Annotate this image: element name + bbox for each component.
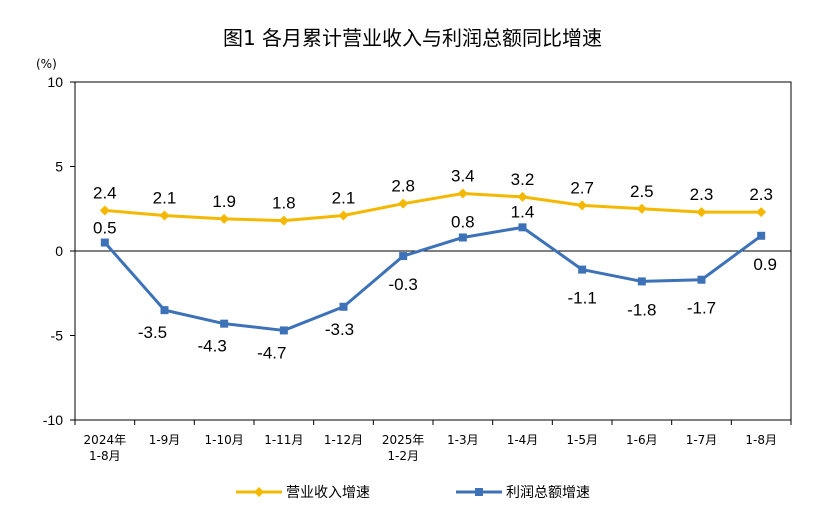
data-point: [697, 275, 706, 284]
data-label: 1.8: [272, 194, 296, 213]
data-label: 0.9: [753, 255, 777, 274]
data-label: 2.1: [153, 189, 177, 208]
data-point: [518, 223, 527, 232]
data-label: -1.1: [568, 289, 597, 308]
data-point: [517, 191, 528, 202]
chart-title: 图1 各月累计营业收入与利润总额同比增速: [222, 26, 603, 50]
x-tick-label: 1-6月: [626, 433, 658, 447]
data-label: 0.8: [451, 212, 475, 231]
data-point: [278, 215, 289, 226]
x-tick-label: 1-7月: [686, 433, 718, 447]
x-tick-label: 1-4月: [507, 433, 539, 447]
x-axis: 2024年 1-8月 1-9月 1-10月 1-11月 1-12月 2025年 1-2月 1-3…: [74, 420, 792, 463]
y-tick-label: -5: [51, 328, 64, 344]
data-label: 2.7: [570, 178, 594, 197]
x-tick-label: 1-11月: [264, 433, 303, 447]
data-label: -1.7: [687, 299, 716, 318]
y-tick-label: 10: [47, 74, 63, 90]
data-label: 1.9: [212, 192, 236, 211]
data-point: [219, 213, 230, 224]
legend-marker: [475, 488, 483, 496]
data-label: -4.3: [198, 337, 227, 356]
y-axis: 10 5 0 -5 -10: [43, 74, 75, 428]
x-tick-label: 1-3月: [447, 433, 479, 447]
data-point: [696, 207, 707, 218]
y-tick-label: -10: [43, 412, 63, 428]
series-line-2: [103, 225, 763, 332]
data-point: [399, 252, 408, 261]
data-point: [457, 188, 468, 199]
x-tick-label: 1-5月: [566, 433, 598, 447]
data-label: -0.3: [389, 275, 418, 294]
data-point: [578, 265, 587, 274]
y-tick-label: 0: [55, 243, 63, 259]
data-point: [756, 207, 767, 218]
data-label: 3.4: [451, 167, 475, 186]
data-label: -4.7: [257, 343, 286, 362]
data-point: [577, 200, 588, 211]
data-label: 2.8: [391, 177, 415, 196]
data-label: 2.3: [749, 185, 773, 204]
data-point: [160, 306, 169, 315]
data-point: [159, 210, 170, 221]
data-point: [757, 231, 766, 240]
data-labels: 2.4 2.1 1.9 1.8 2.1 2.8 3.4 3.2 2.7 2.5 2.3 2.3 0.5 -…: [93, 167, 777, 363]
x-tick-label: 1-12月: [324, 433, 363, 447]
data-label: -3.3: [325, 320, 354, 339]
legend-marker: [254, 487, 264, 497]
x-tick-label: 2024年 1-8月: [84, 433, 127, 463]
x-tick-label: 1-9月: [149, 433, 181, 447]
data-point: [220, 319, 229, 328]
y-tick-label: 5: [55, 159, 63, 175]
series-line-1: [104, 192, 762, 223]
data-point: [100, 238, 109, 247]
data-label: 2.5: [630, 182, 654, 201]
legend-label: 营业收入增速: [286, 485, 370, 501]
data-label: 2.4: [93, 183, 117, 202]
x-tick-label: 2025年 1-2月: [382, 433, 425, 463]
data-label: 0.5: [93, 219, 117, 238]
data-label: 3.2: [511, 170, 535, 189]
data-point: [636, 203, 647, 214]
data-label: -3.5: [138, 323, 167, 342]
data-point: [279, 326, 288, 335]
data-point: [398, 198, 409, 209]
data-point: [99, 205, 110, 216]
data-label: 1.4: [511, 202, 535, 221]
y-unit-label: (%): [36, 57, 57, 71]
legend: 营业收入增速 利润总额增速: [236, 485, 590, 501]
data-point: [338, 210, 349, 221]
data-label: 2.1: [332, 189, 356, 208]
data-point: [458, 233, 467, 242]
data-point: [339, 302, 348, 311]
legend-label: 利润总额增速: [506, 485, 590, 501]
data-label: -1.8: [627, 300, 656, 319]
x-tick-label: 1-10月: [205, 433, 244, 447]
data-point: [637, 277, 646, 286]
x-tick-label: 1-8月: [745, 433, 777, 447]
data-label: 2.3: [690, 185, 714, 204]
series-group: [99, 188, 767, 335]
